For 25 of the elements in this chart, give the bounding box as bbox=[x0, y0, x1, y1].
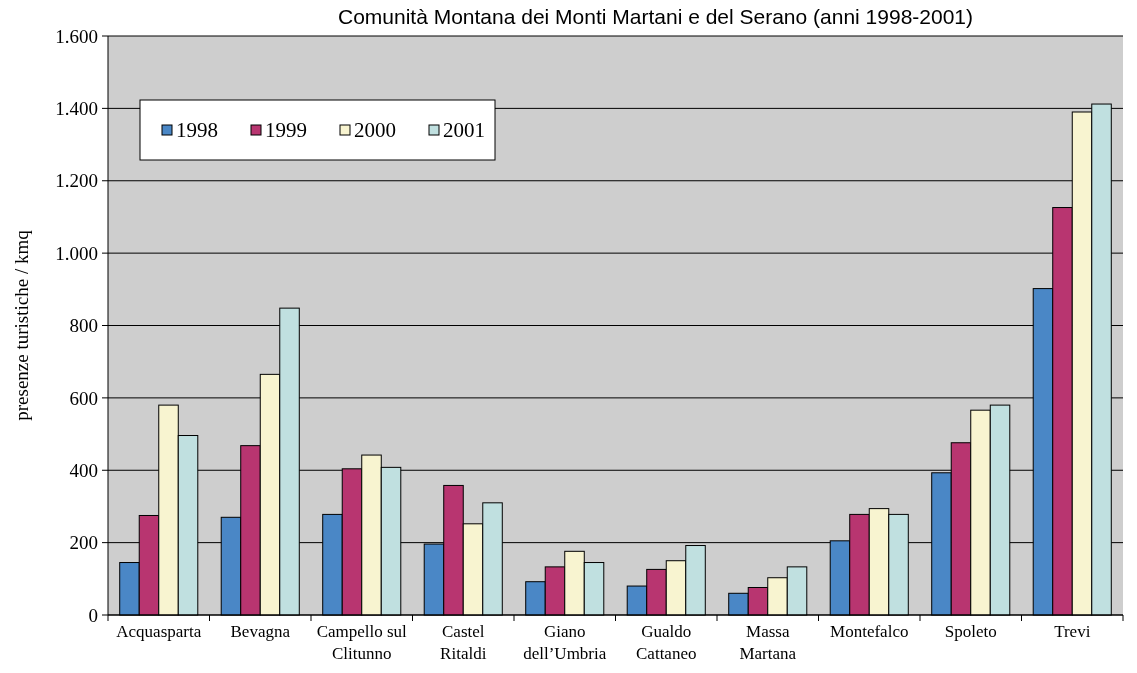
x-tick-label: Massa Martana bbox=[739, 622, 797, 663]
y-tick-label: 1.200 bbox=[55, 170, 98, 192]
y-tick-label: 400 bbox=[69, 459, 98, 481]
x-tick-label: Acquasparta bbox=[116, 622, 202, 641]
y-tick-label: 200 bbox=[69, 532, 98, 554]
x-tick-label: Bevagna bbox=[230, 622, 291, 641]
y-tick-label: 800 bbox=[69, 315, 98, 337]
y-axis-title: presenze turistiche / kmq bbox=[11, 229, 32, 421]
legend-label: 2000 bbox=[354, 118, 396, 143]
y-tick-label: 0 bbox=[88, 604, 98, 626]
x-tick-label: Trevi bbox=[1054, 622, 1091, 641]
x-tick-label: Spoleto bbox=[944, 622, 997, 641]
legend-label: 2001 bbox=[443, 118, 485, 143]
y-tick-label: 1.000 bbox=[55, 242, 98, 264]
x-tick-label: Gualdo Cattaneo bbox=[636, 622, 697, 663]
y-tick-label: 1.400 bbox=[55, 98, 98, 120]
chart-title: Comunità Montana dei Monti Martani e del Serano (anni 1998-2001) bbox=[337, 5, 974, 28]
x-tick-label: Castel Ritaldi bbox=[440, 622, 487, 663]
x-tick-label: Montefalco bbox=[830, 622, 909, 641]
y-tick-label: 1.600 bbox=[55, 25, 98, 47]
x-tick-label: Giano dell’Umbria bbox=[523, 622, 607, 663]
x-tick-label: Campello sul Clitunno bbox=[316, 622, 408, 663]
y-tick-label: 600 bbox=[69, 387, 98, 409]
legend-label: 1998 bbox=[176, 118, 218, 143]
legend-label: 1999 bbox=[265, 118, 307, 143]
